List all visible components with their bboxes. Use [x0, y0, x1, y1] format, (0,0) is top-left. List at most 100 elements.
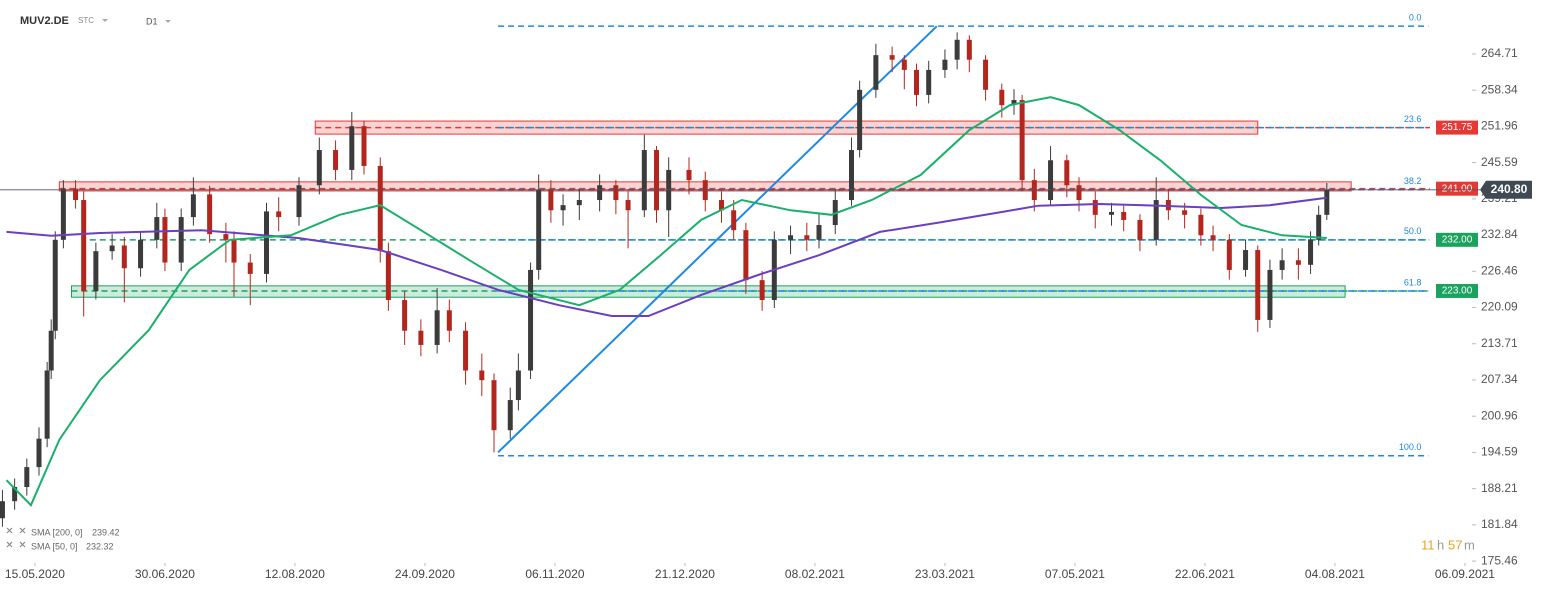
sma-line: [6, 196, 1327, 317]
candle-body: [1109, 211, 1114, 215]
candle-body: [625, 200, 631, 211]
last-price-label: 240.80: [1491, 182, 1528, 196]
candle-body: [231, 239, 237, 263]
candle-body: [1182, 210, 1188, 215]
candle-body: [1267, 269, 1273, 320]
candle-body: [857, 89, 863, 151]
candle-body: [1011, 100, 1017, 106]
candle-body: [743, 230, 749, 281]
candle-body: [1019, 100, 1025, 181]
fib-label: 0.0: [1409, 13, 1422, 23]
candle-body: [491, 380, 497, 431]
candle-body: [121, 245, 127, 269]
candle-body: [560, 205, 566, 211]
legend: SMA [200, 0] SMA [50, 0]: [6, 527, 83, 551]
candle-body: [264, 211, 269, 274]
level-label: 232.00: [1442, 234, 1473, 245]
candle-body: [52, 239, 58, 331]
legend-icons[interactable]: [6, 527, 26, 534]
candle-body: [361, 126, 367, 166]
y-tick-label: 226.46: [1481, 263, 1518, 277]
candle-body: [719, 200, 724, 211]
level-label-box: [1436, 232, 1478, 247]
candle-body: [109, 245, 115, 252]
candle-body: [1243, 250, 1249, 270]
fib-label: 23.6: [1404, 114, 1422, 124]
candle-body: [190, 194, 196, 218]
mode-caret[interactable]: [102, 19, 108, 22]
candle-body: [247, 262, 253, 274]
candle-body: [223, 234, 229, 240]
x-tick-label: 04.08.2021: [1305, 567, 1365, 581]
candle-body: [1255, 250, 1261, 320]
countdown-minutes: 57: [1448, 537, 1462, 552]
y-tick-label: 232.84: [1481, 227, 1518, 241]
candle-body: [463, 330, 469, 371]
candle-body: [138, 239, 144, 269]
candle-body: [954, 39, 960, 60]
candle-body: [0, 501, 5, 519]
candle-body: [349, 126, 355, 170]
fib-label: 61.8: [1404, 277, 1422, 287]
candle-body: [296, 185, 302, 218]
level-label-box: [1436, 120, 1478, 135]
candle-body: [36, 438, 42, 468]
candle-body: [1226, 239, 1232, 270]
candle-body: [548, 189, 554, 211]
candle-body: [24, 467, 30, 487]
candle-body: [1316, 214, 1322, 240]
candle-body: [576, 200, 582, 206]
candle-body: [446, 310, 452, 331]
mode[interactable]: STC: [78, 16, 94, 25]
candle-body: [60, 188, 66, 240]
candle-body: [804, 235, 810, 240]
trendline: [497, 25, 938, 454]
y-tick-label: 251.96: [1481, 119, 1518, 133]
candle-body: [1153, 200, 1159, 240]
y-tick-label: 245.59: [1481, 155, 1518, 169]
candle-body: [44, 370, 50, 439]
candle-body: [849, 150, 854, 201]
candle-body: [942, 59, 948, 70]
countdown-hours: 11: [1421, 537, 1435, 552]
candle-body: [926, 69, 932, 95]
fib-label: 100.0: [1399, 442, 1422, 452]
candle-body: [889, 55, 895, 60]
candle-body: [901, 59, 907, 70]
candle-body: [613, 185, 619, 201]
legend-value: 232.32: [86, 541, 114, 551]
candle-body: [1092, 200, 1098, 215]
candle-body: [377, 165, 383, 252]
symbol[interactable]: MUV2.DE: [20, 15, 69, 27]
y-tick-label: 258.34: [1481, 82, 1518, 96]
x-tick-label: 06.09.2021: [1435, 567, 1495, 581]
countdown-unit: m: [1464, 537, 1475, 552]
x-tick-label: 23.03.2021: [915, 567, 975, 581]
candle-body: [515, 370, 521, 401]
x-tick-label: 08.02.2021: [785, 567, 845, 581]
candle-body: [788, 235, 794, 240]
candle-body: [434, 310, 440, 345]
candle-body: [1064, 160, 1070, 186]
legend-icons[interactable]: [6, 541, 26, 548]
candle-body: [178, 217, 184, 263]
level-label: 251.75: [1442, 122, 1473, 133]
candle-body: [73, 188, 79, 201]
interval[interactable]: D1: [146, 16, 158, 26]
level-label: 223.00: [1442, 286, 1473, 297]
x-tick-label: 12.08.2020: [265, 567, 325, 581]
y-tick-label: 207.34: [1481, 372, 1518, 386]
legend-value: 239.42: [92, 527, 120, 537]
interval-caret[interactable]: [165, 20, 171, 23]
candle-body: [316, 150, 322, 186]
x-tick-label: 07.05.2021: [1045, 567, 1105, 581]
fib-label: 50.0: [1404, 226, 1422, 236]
x-tick-label: 30.06.2020: [135, 567, 195, 581]
sma-line: [5, 96, 1327, 507]
x-tick-label: 15.05.2020: [5, 567, 65, 581]
legend-name: SMA [200, 0]: [31, 527, 83, 537]
candle-body: [1308, 239, 1314, 265]
x-tick-label: 06.11.2020: [525, 567, 584, 581]
